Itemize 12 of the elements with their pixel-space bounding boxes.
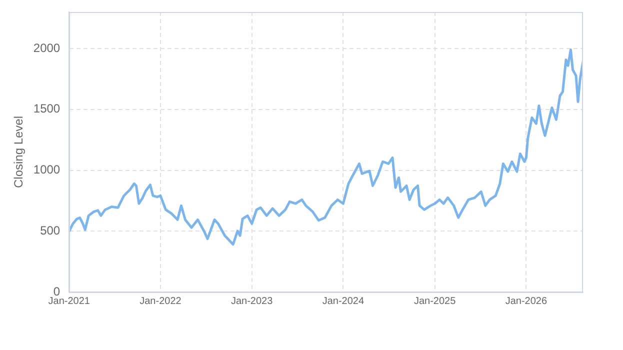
y-tick-label: 0: [53, 284, 60, 298]
x-tick-label: Jan-2023: [230, 296, 274, 307]
y-tick-label: 500: [40, 223, 60, 238]
x-tick-label: Jan-2022: [140, 296, 182, 307]
x-tick-label: Jan-2026: [505, 296, 548, 307]
x-tick-label: Jan-2021: [48, 296, 90, 307]
y-tick-label: 2000: [33, 40, 60, 55]
x-tick-label: Jan-2024: [322, 296, 364, 307]
y-tick-label: 1500: [33, 102, 60, 116]
x-tick-label: Jan-2025: [414, 296, 456, 307]
y-tick-label: 1000: [33, 162, 60, 177]
y-axis-title: Closing Level: [12, 116, 26, 188]
